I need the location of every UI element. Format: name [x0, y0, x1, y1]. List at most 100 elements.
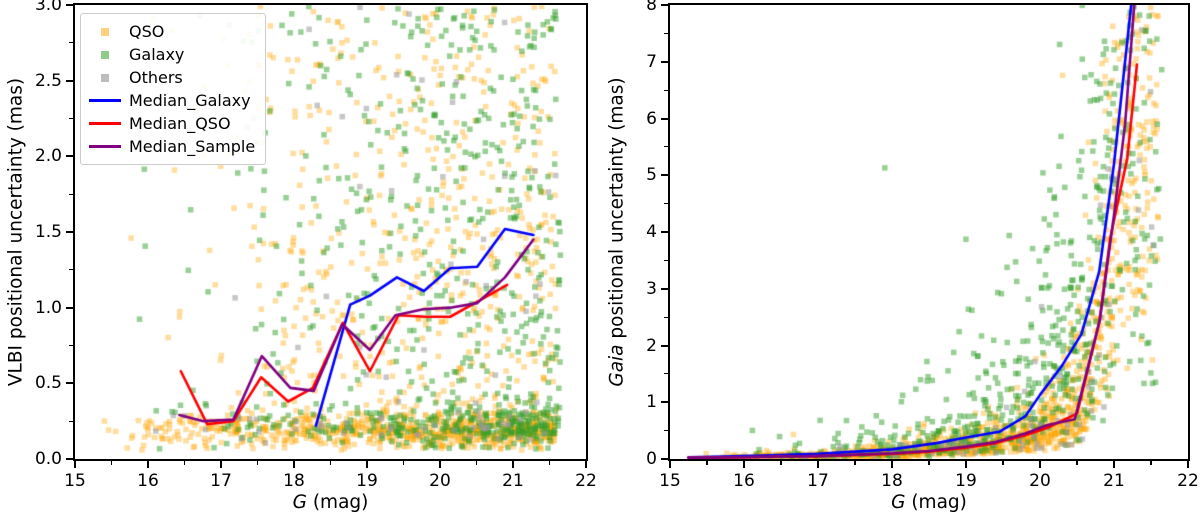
y-major-tick	[661, 231, 668, 233]
x-major-tick	[743, 461, 745, 468]
x-major-tick	[512, 461, 514, 468]
y-minor-tick	[664, 430, 668, 432]
x-major-tick	[366, 461, 368, 468]
y-major-tick	[66, 79, 73, 82]
y-tick-label: 2.5	[34, 70, 62, 91]
y-axis-label-text: positional uncertainty (mas)	[606, 77, 628, 345]
x-tick-label: 17	[807, 471, 829, 491]
others-marker-icon	[101, 73, 109, 82]
x-minor-tick	[110, 461, 113, 465]
y-minor-tick	[664, 32, 668, 34]
x-major-tick	[965, 461, 967, 468]
qso-marker-icon	[101, 27, 109, 36]
x-major-tick	[293, 461, 295, 468]
legend-item-median_sample: Median_Sample	[81, 135, 255, 158]
x-minor-tick	[475, 461, 478, 465]
y-minor-tick	[69, 193, 73, 195]
y-tick-label: 0.0	[34, 449, 62, 469]
y-minor-tick	[664, 89, 668, 91]
x-major-tick	[1113, 461, 1115, 468]
y-major-tick	[661, 4, 668, 6]
legend-label: Median_Galaxy	[129, 91, 251, 110]
legend-label: Others	[129, 68, 183, 87]
y-major-tick	[661, 117, 668, 120]
x-major-tick	[74, 461, 76, 468]
y-major-tick	[661, 458, 668, 460]
x-tick-label: 22	[575, 471, 597, 491]
y-tick-label: 2	[646, 335, 657, 356]
y-axis-label: VLBI positional uncertainty (mas)	[6, 78, 27, 386]
y-tick-label: 0.5	[34, 373, 62, 394]
legend-item-median_qso: Median_QSO	[81, 112, 255, 135]
x-axis-label-symbol: G	[292, 492, 307, 513]
x-major-tick	[1187, 461, 1189, 468]
x-major-tick	[147, 461, 149, 468]
legend-swatch-cell	[81, 98, 129, 103]
y-minor-tick	[664, 146, 668, 148]
x-tick-label: 16	[733, 471, 755, 491]
x-tick-label: 16	[137, 471, 159, 491]
median_galaxy-line-icon	[89, 98, 121, 103]
y-axis-label: Gaia positional uncertainty (mas)	[607, 77, 628, 386]
x-tick-label: 18	[881, 471, 903, 491]
legend: QSO Galaxy Others Median_Galaxy Median_QSO Me…	[80, 13, 267, 165]
x-major-tick	[220, 461, 222, 468]
x-tick-label: 18	[283, 471, 305, 491]
x-major-tick	[669, 461, 671, 468]
y-tick-label: 3	[646, 278, 657, 299]
y-tick-label: 4	[646, 222, 657, 242]
y-tick-label: 7	[646, 51, 657, 72]
y-major-tick	[66, 4, 73, 6]
x-tick-label: 15	[659, 471, 681, 491]
legend-label: Galaxy	[129, 45, 185, 64]
y-minor-tick	[69, 117, 73, 120]
x-minor-tick	[329, 461, 332, 465]
legend-label: QSO	[129, 22, 165, 41]
x-tick-label: 21	[1103, 471, 1125, 491]
y-tick-label: 5	[646, 165, 657, 186]
y-major-tick	[661, 401, 668, 404]
median_qso-line-icon	[89, 121, 121, 126]
legend-item-galaxy: Galaxy	[81, 43, 255, 66]
x-minor-tick	[854, 461, 856, 465]
x-tick-label: 22	[1177, 471, 1199, 491]
x-tick-label: 17	[210, 471, 232, 491]
legend-item-others: Others	[81, 66, 255, 89]
y-major-tick	[66, 231, 73, 233]
x-tick-label: 21	[502, 471, 524, 491]
legend-swatch-cell	[81, 73, 129, 82]
x-minor-tick	[1076, 461, 1078, 465]
y-major-tick	[661, 60, 668, 63]
y-tick-label: 6	[646, 108, 657, 129]
plot-vlbi: 15 16 17 18 19 20 21 22 0.0 0.5 1.0 1.5 2.0 2.5 3.0 G …	[6, 0, 597, 518]
x-minor-tick	[183, 461, 186, 465]
y-minor-tick	[69, 420, 73, 422]
x-axis-label-symbol: G	[891, 492, 906, 513]
x-minor-tick	[1150, 461, 1152, 465]
y-major-tick	[66, 306, 73, 309]
y-major-tick	[661, 287, 668, 290]
y-major-tick	[661, 344, 668, 347]
x-minor-tick	[780, 461, 782, 465]
x-major-tick	[891, 461, 893, 468]
y-tick-label: 1.5	[34, 222, 62, 242]
x-axis-label: G (mag)	[75, 492, 586, 518]
y-minor-tick	[69, 269, 73, 271]
x-tick-label: 19	[356, 471, 378, 491]
legend-label: Median_QSO	[129, 114, 231, 133]
y-tick-label: 3.0	[34, 0, 62, 15]
scatter-canvas-gaia	[670, 5, 1188, 459]
y-minor-tick	[69, 42, 73, 44]
x-minor-tick	[548, 461, 551, 465]
x-minor-tick	[706, 461, 708, 465]
legend-swatch-cell	[81, 144, 129, 149]
legend-label: Median_Sample	[129, 137, 256, 156]
galaxy-marker-icon	[101, 50, 109, 59]
x-minor-tick	[1002, 461, 1004, 465]
y-minor-tick	[664, 316, 668, 318]
legend-item-median_galaxy: Median_Galaxy	[81, 89, 255, 112]
x-major-tick	[817, 461, 819, 468]
legend-swatch-cell	[81, 50, 129, 59]
y-major-tick	[66, 155, 73, 158]
